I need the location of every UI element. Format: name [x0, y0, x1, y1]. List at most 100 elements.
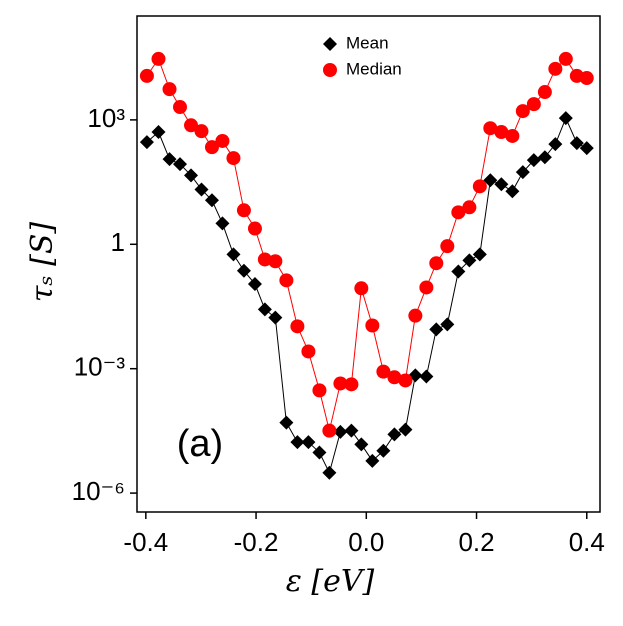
data-point	[440, 317, 455, 332]
data-point	[226, 247, 241, 262]
data-point	[354, 437, 369, 452]
data-point	[483, 121, 498, 136]
data-point	[419, 369, 434, 384]
data-point	[236, 263, 251, 278]
data-point	[257, 252, 272, 267]
data-point	[312, 383, 327, 398]
legend-marker	[323, 37, 337, 51]
data-point	[387, 370, 402, 385]
data-point	[184, 168, 199, 183]
data-point	[215, 133, 230, 148]
data-point	[172, 100, 187, 115]
data-point	[494, 177, 509, 192]
data-point	[472, 247, 487, 262]
data-point	[462, 200, 477, 215]
plot-frame	[136, 15, 601, 513]
data-point	[494, 125, 509, 140]
data-point	[226, 151, 241, 166]
y-tick-label: 1	[111, 227, 125, 257]
data-point	[344, 423, 359, 438]
data-point	[279, 273, 294, 288]
data-point	[333, 424, 348, 439]
data-point	[558, 111, 573, 126]
data-point	[301, 344, 316, 359]
x-tick-label: -0.4	[123, 527, 168, 557]
data-point	[505, 184, 520, 199]
data-point	[247, 277, 262, 292]
data-point	[322, 465, 337, 480]
data-point	[279, 415, 294, 430]
data-point	[579, 71, 594, 86]
data-point	[204, 140, 219, 155]
data-point	[579, 141, 594, 156]
x-tick-label: 0.4	[569, 527, 605, 557]
data-point	[139, 68, 154, 83]
y-tick-label: 10³	[87, 103, 125, 133]
data-point	[548, 137, 563, 152]
data-point	[515, 104, 530, 119]
legend-marker	[323, 63, 337, 77]
data-point	[537, 85, 552, 100]
data-point	[333, 376, 348, 391]
data-point	[151, 125, 166, 140]
data-point	[322, 423, 337, 438]
data-point	[462, 253, 477, 268]
data-point	[290, 319, 305, 334]
data-point	[398, 373, 413, 388]
data-point	[440, 239, 455, 254]
y-tick-label: 10⁻⁶	[72, 476, 125, 506]
data-point	[257, 302, 272, 317]
data-point	[194, 182, 209, 197]
x-tick-label: 0.2	[458, 527, 494, 557]
data-point	[376, 443, 391, 458]
data-point	[419, 280, 434, 295]
data-point	[194, 124, 209, 139]
data-point	[365, 453, 380, 468]
y-tick-label: 10⁻³	[74, 352, 126, 382]
data-point	[505, 128, 520, 143]
data-point	[472, 179, 487, 194]
data-point	[451, 205, 466, 220]
data-point	[312, 445, 327, 460]
data-point	[398, 422, 413, 437]
data-point	[268, 310, 283, 325]
data-point	[344, 377, 359, 392]
data-point	[139, 135, 154, 150]
data-point	[162, 82, 177, 97]
data-point	[290, 435, 305, 450]
legend-label: Median	[346, 59, 402, 78]
data-point	[569, 136, 584, 151]
data-point	[429, 256, 444, 271]
data-point	[429, 322, 444, 337]
data-point	[376, 364, 391, 379]
data-point	[162, 152, 177, 167]
data-point	[537, 150, 552, 165]
data-point	[301, 435, 316, 450]
data-point	[558, 51, 573, 66]
x-tick-label: -0.2	[234, 527, 279, 557]
data-point	[236, 203, 251, 218]
data-point	[483, 173, 498, 188]
annotation: (a)	[177, 423, 223, 465]
y-axis-label: τₛ [S]	[25, 222, 60, 302]
data-point	[515, 165, 530, 180]
data-point	[526, 153, 541, 168]
data-point	[408, 308, 423, 323]
data-point	[151, 51, 166, 66]
data-point	[365, 318, 380, 333]
data-point	[387, 427, 402, 442]
x-axis-label: ε [eV]	[286, 564, 375, 599]
data-point	[548, 61, 563, 76]
data-point	[451, 264, 466, 279]
x-tick-label: 0.0	[348, 527, 384, 557]
legend-label: Mean	[346, 33, 389, 52]
data-point	[215, 216, 230, 231]
data-point	[247, 221, 262, 236]
data-point	[268, 254, 283, 269]
data-point	[204, 193, 219, 208]
data-point	[184, 118, 199, 133]
data-point	[354, 281, 369, 296]
data-point	[172, 157, 187, 172]
data-point	[526, 97, 541, 112]
